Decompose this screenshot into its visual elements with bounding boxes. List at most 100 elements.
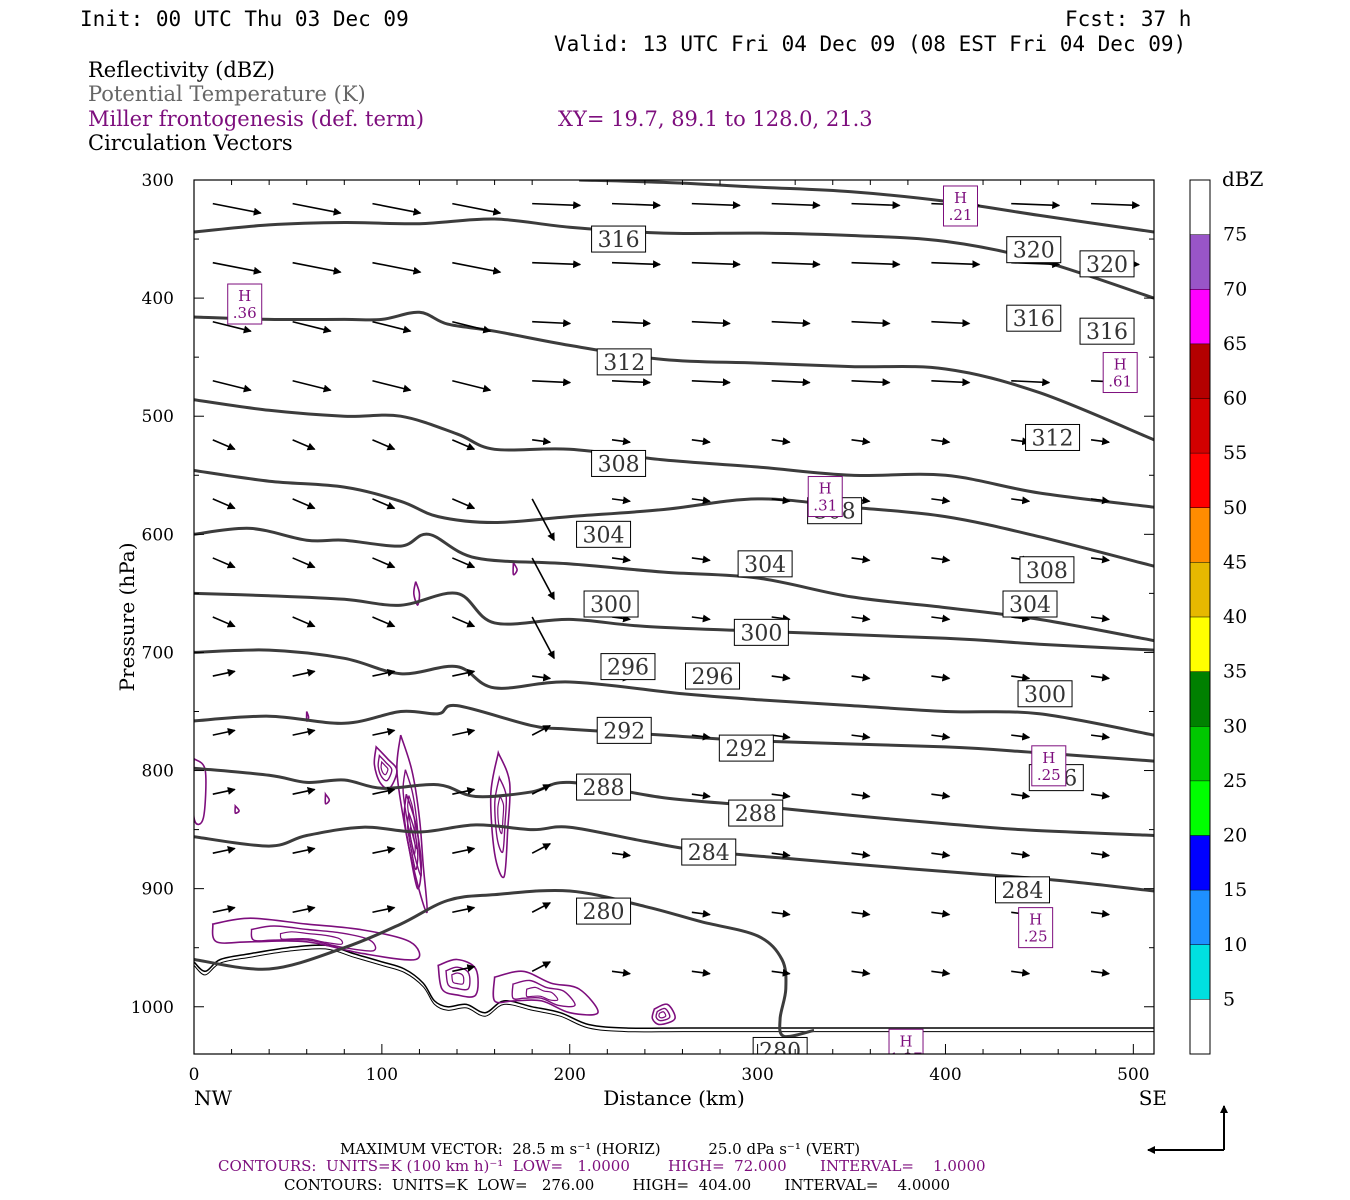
circulation-vector xyxy=(372,846,396,854)
circulation-vector xyxy=(452,964,476,973)
circulation-vector xyxy=(1011,496,1031,505)
fronto-high-value: .25 xyxy=(1024,928,1048,946)
reflectivity-colorbar: 5 10 15 20 25 30 35 40 45 50 55 60 65 70 75 xyxy=(1189,179,1247,1055)
circulation-vector xyxy=(292,668,316,677)
colorbar-label: 50 xyxy=(1223,497,1247,519)
circulation-vector xyxy=(452,616,476,628)
colorbar-label: 5 xyxy=(1223,988,1235,1010)
circulation-vector xyxy=(771,791,791,800)
circulation-vector xyxy=(292,616,316,628)
circulation-vector xyxy=(372,261,422,275)
fronto-high-label: H xyxy=(1042,749,1055,767)
circulation-vector xyxy=(212,261,262,275)
colorbar-label: 20 xyxy=(1223,825,1247,847)
circulation-vector xyxy=(851,968,871,977)
frontogenesis-contour xyxy=(437,958,479,998)
circulation-vector xyxy=(851,201,901,210)
colorbar-label: 15 xyxy=(1223,879,1247,901)
circulation-vector xyxy=(691,968,711,977)
x-tick-label: 400 xyxy=(929,1065,961,1085)
colorbar-label: 75 xyxy=(1223,224,1247,246)
fronto-high-box xyxy=(888,1028,924,1054)
fronto-high-label: H xyxy=(819,480,832,498)
circulation-vector xyxy=(691,437,711,446)
y-tick-label: 400 xyxy=(142,289,174,309)
theta-label-box xyxy=(600,653,656,681)
theta-label: 308 xyxy=(598,452,640,477)
circulation-vector xyxy=(851,732,871,741)
circulation-vector xyxy=(851,378,891,387)
circulation-vector xyxy=(851,673,871,682)
colorbar-segment xyxy=(1190,617,1210,672)
frontogenesis-contour xyxy=(489,749,511,879)
theta-label-box xyxy=(728,799,784,827)
circulation-vector xyxy=(532,201,582,210)
circulation-vector xyxy=(1011,791,1031,800)
circulation-vector xyxy=(531,961,552,973)
colorbar-label: 55 xyxy=(1223,442,1247,464)
theta-label-box xyxy=(596,348,652,376)
terrain-layer xyxy=(194,944,1154,1033)
theta-label-box xyxy=(1017,680,1073,708)
theta-label: 316 xyxy=(598,228,640,253)
circulation-vector xyxy=(212,846,236,854)
circulation-vector xyxy=(691,260,741,269)
theta-label: 300 xyxy=(1024,683,1066,708)
theta-label: 304 xyxy=(744,553,786,578)
theta-label: 284 xyxy=(688,841,730,866)
circulation-vector xyxy=(212,668,236,677)
circulation-vector xyxy=(931,791,951,800)
frontogenesis-contour-inner xyxy=(406,812,419,871)
field-theta-label: Potential Temperature (K) xyxy=(88,82,366,106)
theta-label-box xyxy=(1006,304,1062,332)
theta-label: 316 xyxy=(1013,307,1055,332)
circulation-vector xyxy=(372,668,396,677)
theta-label: 296 xyxy=(607,656,649,681)
circulation-vector xyxy=(931,850,951,859)
circulation-vector xyxy=(292,846,316,854)
theta-label: 292 xyxy=(725,737,767,762)
circulation-vector xyxy=(611,378,652,387)
fronto-high-label: H xyxy=(899,1032,912,1050)
x-tick-label: 500 xyxy=(1117,1065,1149,1085)
circulation-vector xyxy=(292,439,316,451)
reference-vector-icon xyxy=(1147,1105,1228,1154)
colorbar-label: 10 xyxy=(1223,934,1247,956)
colorbar-segment xyxy=(1190,890,1210,945)
circulation-vector xyxy=(611,968,631,977)
circulation-vector xyxy=(292,380,332,393)
theta-label: 312 xyxy=(603,351,645,376)
circulation-vector xyxy=(931,496,951,505)
fronto-high-label: H xyxy=(1114,356,1127,374)
circulation-vector xyxy=(372,786,396,795)
circulation-vector xyxy=(931,319,971,328)
circulation-vector xyxy=(771,260,821,269)
circulation-vector xyxy=(1011,378,1051,387)
circulation-vector xyxy=(771,909,791,918)
init-label: Init: 00 UTC Thu 03 Dec 09 xyxy=(80,7,409,31)
fronto-high-box xyxy=(942,185,978,227)
frontogenesis-contours xyxy=(194,562,676,1026)
fronto-high-box xyxy=(807,476,843,518)
x-tick-label: 0 xyxy=(189,1065,200,1085)
circulation-vector xyxy=(531,843,552,854)
theta-label-box xyxy=(994,876,1050,904)
colorbar-segment xyxy=(1190,671,1210,727)
circulation-vector xyxy=(771,673,791,682)
colorbar-segment xyxy=(1190,999,1210,1054)
circulation-vector xyxy=(292,786,316,795)
circulation-vector xyxy=(1090,791,1111,800)
theta-label-box xyxy=(681,838,737,866)
theta-label: 320 xyxy=(1013,239,1055,264)
circulation-vector xyxy=(611,319,652,328)
theta-label-box xyxy=(1025,423,1081,451)
theta-contour-284 xyxy=(194,823,1154,893)
frontogenesis-contour-inner xyxy=(445,966,471,991)
circulation-vector xyxy=(931,673,951,682)
circulation-vector xyxy=(931,260,981,269)
theta-contour-296 xyxy=(194,648,1154,737)
circulation-vector xyxy=(452,202,502,216)
frontogenesis-contour-inner xyxy=(494,775,508,854)
y-tick-label: 300 xyxy=(142,171,174,191)
circulation-vector xyxy=(1011,673,1031,682)
